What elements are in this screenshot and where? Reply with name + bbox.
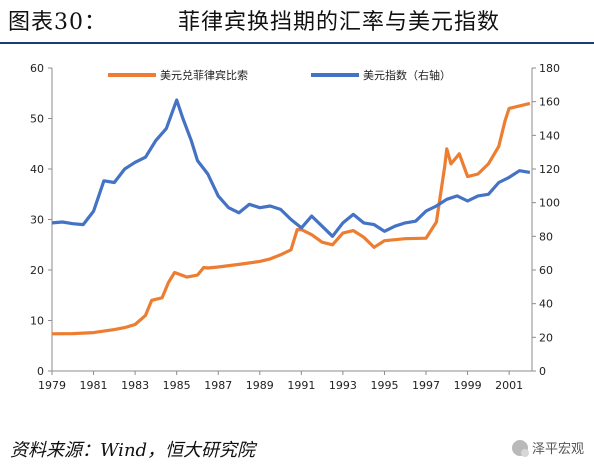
x-tick-label: 1989: [246, 379, 274, 392]
legend-label-dxy: 美元指数（右轴）: [363, 68, 451, 82]
y-right-tick-label: 40: [539, 298, 553, 311]
figure-title: 菲律宾换挡期的汇率与美元指数: [178, 10, 501, 35]
y-left-tick-label: 20: [30, 264, 44, 277]
y-right-tick-label: 180: [539, 62, 560, 75]
y-left-tick-label: 0: [37, 365, 44, 378]
x-tick-label: 1993: [329, 379, 357, 392]
legend-label-php: 美元兑菲律宾比索: [160, 68, 248, 82]
wechat-icon: [511, 439, 529, 457]
figure-number: 图表30：: [8, 10, 107, 35]
y-left-tick-label: 40: [30, 163, 44, 176]
y-right-tick-label: 0: [539, 365, 546, 378]
x-tick-label: 1979: [38, 379, 66, 392]
x-tick-label: 1997: [412, 379, 440, 392]
y-right-tick-label: 100: [539, 197, 560, 210]
x-tick-label: 1983: [121, 379, 149, 392]
source-note: 资料来源：Wind，恒大研究院: [10, 440, 256, 461]
x-tick-label: 1987: [204, 379, 232, 392]
y-right-tick-label: 20: [539, 331, 553, 344]
footer: 资料来源：Wind，恒大研究院 泽平宏观: [0, 430, 594, 467]
y-right-tick-label: 140: [539, 129, 560, 142]
watermark-text: 泽平宏观: [531, 442, 584, 457]
chart: 0 10 20 30 40 50 60 0 20 40 60 80 100 120 140 160 180 197…: [30, 62, 560, 392]
watermark: 泽平宏观: [511, 438, 584, 457]
y-left-tick-label: 30: [30, 214, 44, 227]
x-tick-label: 1995: [370, 379, 398, 392]
title-bar: 图表30： 菲律宾换挡期的汇率与美元指数: [0, 0, 594, 44]
series-line-dxy: [51, 98, 531, 238]
series-line-php: [51, 101, 531, 336]
y-right-tick-label: 60: [539, 264, 553, 277]
x-tick-label: 2001: [495, 379, 523, 392]
y-left-tick-label: 50: [30, 113, 44, 126]
x-tick-label: 1991: [287, 379, 315, 392]
x-tick-label: 1999: [454, 379, 482, 392]
y-right-tick-label: 160: [539, 96, 560, 109]
x-tick-label: 1981: [80, 379, 108, 392]
y-left-tick-label: 10: [30, 315, 44, 328]
y-right-tick-label: 120: [539, 163, 560, 176]
x-tick-label: 1985: [163, 379, 191, 392]
y-right-tick-label: 80: [539, 230, 553, 243]
y-left-tick-label: 60: [30, 62, 44, 75]
